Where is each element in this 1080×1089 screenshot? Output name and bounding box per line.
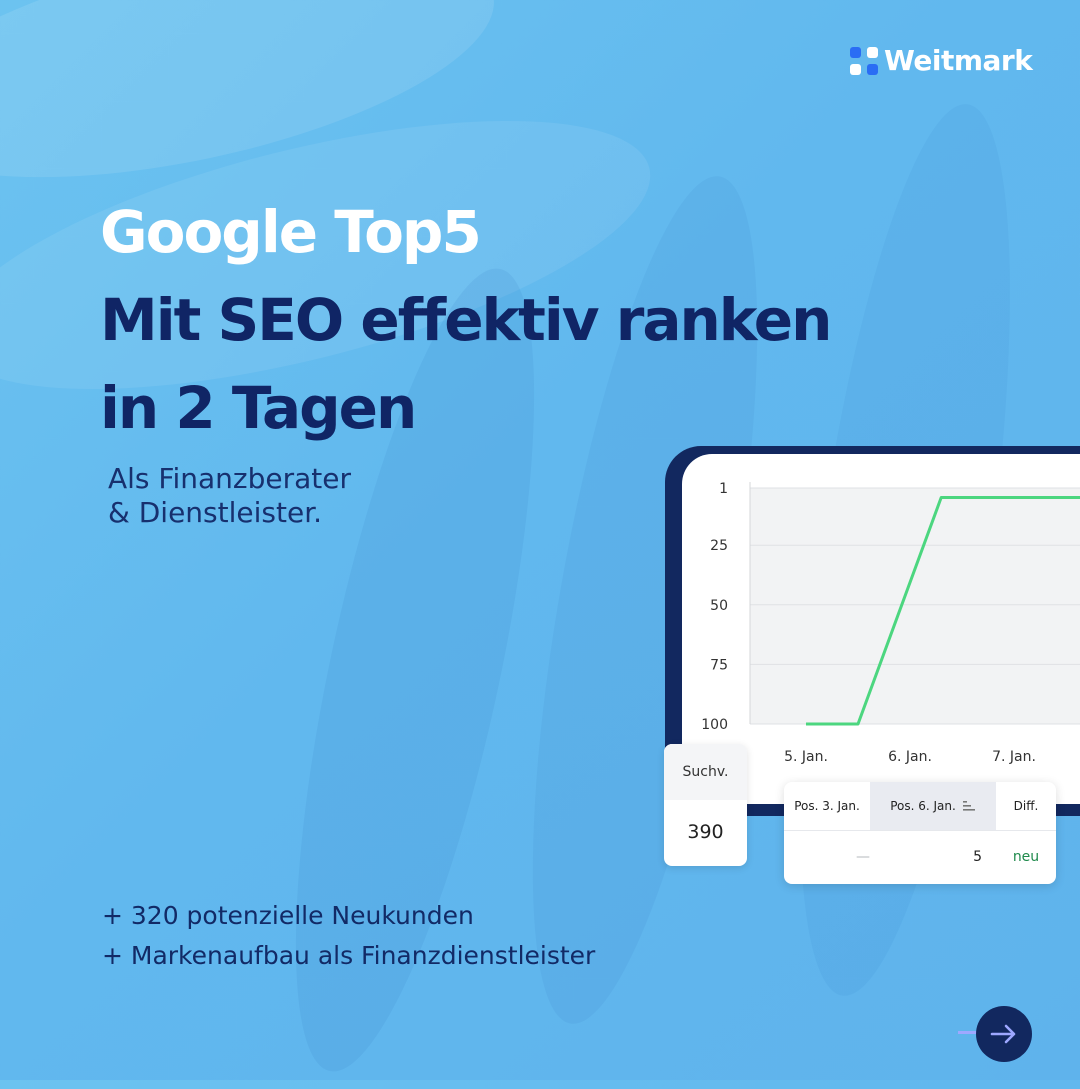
arrow-right-icon	[989, 1022, 1019, 1046]
search-volume-card: Suchv. 390	[664, 744, 747, 866]
y-tick-label: 100	[701, 717, 728, 733]
weitmark-logo-icon	[850, 47, 878, 75]
headline-line-3: in 2 Tagen	[100, 364, 830, 452]
position-table-header: Pos. 3. Jan. Pos. 6. Jan. Diff.	[784, 782, 1056, 831]
sort-icon[interactable]	[962, 800, 976, 812]
headline: Google Top5 Mit SEO effektiv ranken in 2…	[100, 188, 830, 452]
subheadline: Als Finanzberater & Dienstleister.	[108, 462, 351, 530]
column-header-diff[interactable]: Diff.	[996, 782, 1056, 830]
table-row: — 5 neu	[784, 831, 1056, 883]
headline-line-2: Mit SEO effektiv ranken	[100, 276, 830, 364]
cell-pos-3-jan: —	[784, 849, 870, 865]
column-header-pos-6-jan-label: Pos. 6. Jan.	[890, 799, 956, 813]
position-table: Pos. 3. Jan. Pos. 6. Jan. Diff. — 5 neu	[784, 782, 1056, 884]
x-tick-label: 6. Jan.	[888, 749, 932, 765]
plot-area	[750, 488, 1080, 724]
y-tick-label: 50	[710, 598, 728, 614]
column-header-pos-6-jan[interactable]: Pos. 6. Jan.	[870, 782, 996, 830]
x-tick-label: 7. Jan.	[992, 749, 1036, 765]
benefit-list: + 320 potenzielle Neukunden + Markenaufb…	[102, 896, 595, 976]
y-tick-label: 75	[710, 657, 728, 673]
subheadline-line-2: & Dienstleister.	[108, 496, 351, 530]
search-volume-value: 390	[664, 800, 747, 864]
brand-name: Weitmark	[884, 44, 1032, 77]
y-tick-label: 25	[710, 538, 728, 554]
list-item: + 320 potenzielle Neukunden	[102, 896, 595, 936]
search-volume-header: Suchv.	[664, 744, 747, 800]
cell-pos-6-jan: 5	[870, 849, 996, 865]
y-tick-label: 1	[719, 481, 728, 497]
x-tick-label: 5. Jan.	[784, 749, 828, 765]
cell-diff: neu	[996, 849, 1056, 865]
next-button[interactable]	[976, 1006, 1032, 1062]
list-item: + Markenaufbau als Finanzdienstleister	[102, 936, 595, 976]
headline-line-1: Google Top5	[100, 188, 830, 276]
brand-logo: Weitmark	[850, 44, 1032, 77]
column-header-pos-3-jan[interactable]: Pos. 3. Jan.	[784, 782, 870, 830]
subheadline-line-1: Als Finanzberater	[108, 462, 351, 496]
